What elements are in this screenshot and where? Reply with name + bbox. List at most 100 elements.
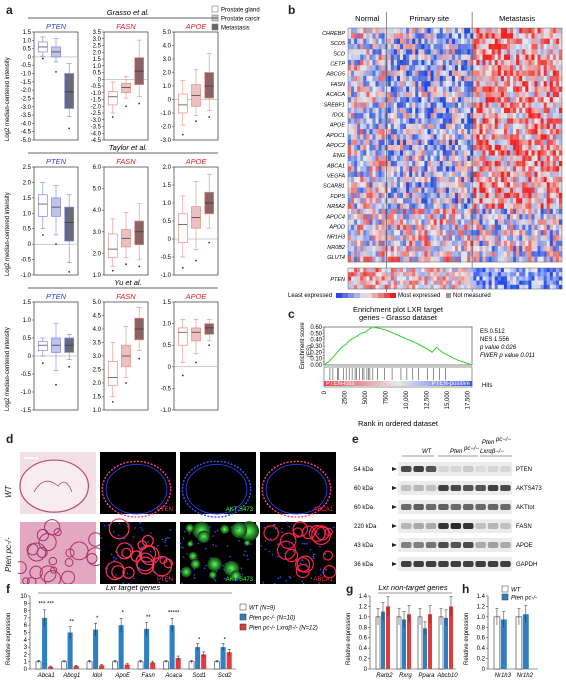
heatmap-cell <box>455 102 459 108</box>
heatmap-cell <box>363 81 367 87</box>
heatmap-cell <box>430 224 434 231</box>
heatmap-cell <box>467 49 471 55</box>
heatmap-cell <box>351 240 355 247</box>
heatmap-cell <box>427 59 431 66</box>
heatmap-cell <box>519 198 523 204</box>
heatmap-cell <box>531 65 535 71</box>
heatmap-cell <box>482 219 486 225</box>
heatmap-cell <box>390 192 395 199</box>
box <box>37 341 48 351</box>
heatmap-cell <box>415 43 419 50</box>
heatmap-cell <box>418 113 422 119</box>
bar <box>73 666 79 669</box>
legend-scale-cell <box>372 293 378 298</box>
heatmap-cell <box>546 139 550 146</box>
heatmap-cell <box>455 129 459 135</box>
heatmap-cell <box>458 38 462 45</box>
heatmap-cell <box>558 251 563 257</box>
heatmap-cell <box>494 139 498 146</box>
heatmap-cell <box>513 113 517 119</box>
blot-band <box>500 504 511 510</box>
heatmap-cell <box>494 134 498 140</box>
pten-cell <box>348 280 352 285</box>
heatmap-cell <box>354 38 358 45</box>
heatmap-cell <box>351 86 355 93</box>
pten-cell <box>543 284 547 290</box>
heatmap-cell <box>519 113 523 119</box>
pten-cell <box>476 268 480 273</box>
c-xtick: 12,500 <box>425 390 431 409</box>
heatmap-cell <box>390 123 395 130</box>
gene-label: NR1H3 <box>327 235 346 241</box>
heatmap-cell <box>464 33 468 39</box>
heatmap-cell <box>387 134 391 140</box>
heatmap-cell <box>552 75 557 82</box>
heatmap-cell <box>558 59 563 66</box>
heatmap-cell <box>510 54 514 61</box>
rank-gradient-cell <box>353 381 358 386</box>
heatmap-cell <box>464 129 468 135</box>
heatmap-cell <box>445 33 450 39</box>
heatmap-cell <box>522 33 526 39</box>
heatmap-cell <box>555 166 560 172</box>
heatmap-cell <box>439 176 443 183</box>
gene-label: SCARB1 <box>323 184 345 190</box>
tick-label: -3.0 <box>91 118 102 124</box>
heatmap-cell <box>424 97 428 103</box>
heatmap-cell <box>473 182 477 188</box>
gene-label: NR5A2 <box>327 204 345 210</box>
heatmap-cell <box>479 65 483 71</box>
heatmap-cell <box>451 107 456 114</box>
heatmap-cell <box>555 219 560 225</box>
heatmap-cell <box>372 102 376 108</box>
panel-f-label: f <box>6 582 10 596</box>
pten-cell <box>406 280 410 285</box>
heatmap-cell <box>491 203 495 210</box>
heatmap-cell <box>390 160 395 167</box>
heatmap-cell <box>433 224 437 231</box>
heatmap-cell <box>467 171 471 178</box>
legend-swatch-a <box>211 5 219 13</box>
heatmap-cell <box>442 240 447 247</box>
heatmap-cell <box>396 251 401 257</box>
heatmap-cell <box>415 198 419 204</box>
heatmap-cell <box>390 38 395 45</box>
heatmap-cell <box>534 49 538 55</box>
heatmap-cell <box>506 214 511 220</box>
heatmap-cell <box>387 208 391 215</box>
heatmap-cell <box>427 208 431 215</box>
band-label: AKTtot <box>516 505 535 511</box>
heatmap-cell <box>558 43 563 50</box>
heatmap-cell <box>393 208 398 215</box>
heatmap-cell <box>494 28 498 34</box>
heatmap-cell <box>390 118 395 124</box>
heatmap-cell <box>351 38 355 45</box>
heatmap-cell <box>488 192 492 199</box>
heatmap-cell <box>461 129 465 135</box>
heatmap-cell <box>516 192 520 199</box>
heatmap-cell <box>467 182 471 188</box>
heatmap-cell <box>399 107 404 114</box>
heatmap-cell <box>427 198 431 204</box>
heatmap-cell <box>528 166 532 172</box>
tick-label: 2.0 <box>163 165 172 171</box>
gene-label: IDOL <box>332 112 345 118</box>
bar <box>99 665 105 669</box>
heatmap-cell <box>369 203 373 210</box>
heatmap-cell <box>360 113 364 119</box>
gene-label: NR0B2 <box>327 245 345 251</box>
mw-label: 220 kDa <box>354 524 377 530</box>
heatmap-cell <box>451 246 456 252</box>
tick-label: 0 <box>28 354 32 360</box>
legend-scale-cell <box>390 293 396 298</box>
heatmap-cell <box>543 43 547 50</box>
heatmap-cell <box>500 256 505 263</box>
heatmap-cell <box>528 113 532 119</box>
heatmap-cell <box>372 224 376 231</box>
heatmap-cell <box>406 256 410 263</box>
heatmap-cell <box>503 230 508 236</box>
heatmap-cell <box>448 240 453 247</box>
heatmap-cell <box>494 240 498 247</box>
pten-cell <box>491 268 495 273</box>
heatmap-cell <box>412 166 416 172</box>
